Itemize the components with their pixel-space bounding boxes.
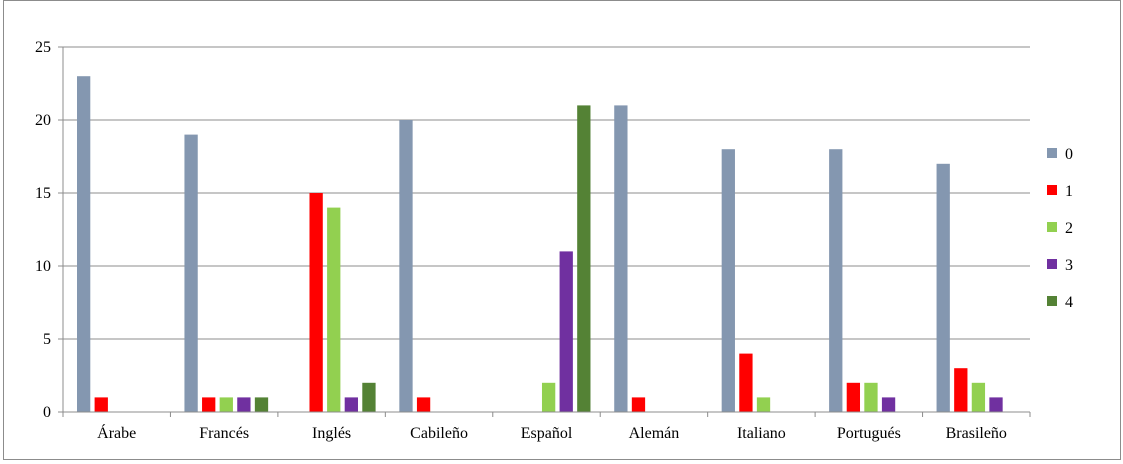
x-tick-label: Francés — [199, 425, 249, 442]
x-tick-label: Español — [521, 425, 573, 442]
y-tick-label: 0 — [43, 404, 51, 421]
bar-1-2 — [309, 193, 323, 412]
bar-1-8 — [954, 368, 968, 412]
bar-2-2 — [327, 207, 341, 412]
bar-0-8 — [936, 163, 950, 412]
bar-0-1 — [184, 134, 198, 412]
chart-frame: 0 5 10 15 20 25 Árabe Francés Inglés Cabileño Esp… — [3, 0, 1121, 460]
x-tick-label: Inglés — [312, 425, 351, 442]
bar-2-8 — [971, 382, 986, 412]
y-tick-label: 25 — [35, 39, 51, 56]
legend-swatch-2 — [1047, 222, 1057, 232]
bar-2-1 — [219, 397, 233, 412]
bar-4-1 — [254, 397, 269, 412]
bar-1-0 — [94, 397, 108, 412]
bar-2-4 — [541, 382, 556, 412]
bar-1-5 — [631, 397, 646, 412]
bar-1-3 — [416, 397, 431, 412]
legend-label-3: 3 — [1065, 257, 1073, 274]
bar-3-1 — [237, 397, 251, 412]
y-tick-labels: 0 5 10 15 20 25 — [35, 39, 51, 421]
x-tick-label: Portugués — [837, 425, 901, 442]
legend: 0 1 2 3 4 — [1047, 146, 1073, 311]
bar-2-7 — [864, 382, 878, 412]
legend-swatch-1 — [1047, 185, 1057, 195]
bar-1-6 — [739, 353, 753, 412]
legend-swatch-4 — [1047, 296, 1057, 306]
x-tick-label: Brasileño — [946, 425, 1007, 442]
bar-4-2 — [362, 382, 376, 412]
legend-label-2: 2 — [1065, 220, 1073, 237]
y-tick-label: 20 — [35, 112, 51, 129]
y-tick-label: 5 — [43, 331, 51, 348]
bar-1-1 — [202, 397, 216, 412]
legend-swatch-3 — [1047, 259, 1057, 269]
y-tick-label: 10 — [35, 258, 51, 275]
x-tick-label: Cabileño — [410, 425, 468, 442]
x-tick-label: Italiano — [737, 425, 786, 442]
bar-0-7 — [829, 149, 843, 412]
legend-label-4: 4 — [1065, 294, 1073, 311]
bar-3-2 — [344, 397, 358, 412]
bars — [77, 76, 1003, 413]
bar-0-3 — [399, 120, 413, 412]
bar-0-5 — [614, 105, 628, 413]
x-tick-label: Alemán — [629, 425, 680, 442]
axes — [58, 46, 1031, 417]
bar-0-0 — [77, 76, 91, 412]
bar-3-4 — [559, 251, 573, 412]
y-tick-label: 15 — [35, 185, 51, 202]
bar-2-6 — [756, 397, 771, 412]
bar-0-6 — [721, 149, 735, 412]
legend-label-1: 1 — [1065, 183, 1073, 200]
bar-4-4 — [577, 105, 591, 413]
bar-3-7 — [881, 397, 896, 412]
gridlines — [63, 46, 1030, 340]
bar-1-7 — [846, 382, 861, 412]
bar-3-8 — [989, 397, 1003, 412]
x-tick-labels: Árabe Francés Inglés Cabileño Español Alemán I… — [97, 423, 1007, 442]
legend-swatch-0 — [1047, 148, 1057, 158]
legend-label-0: 0 — [1065, 146, 1073, 163]
x-tick-label: Árabe — [97, 423, 136, 442]
